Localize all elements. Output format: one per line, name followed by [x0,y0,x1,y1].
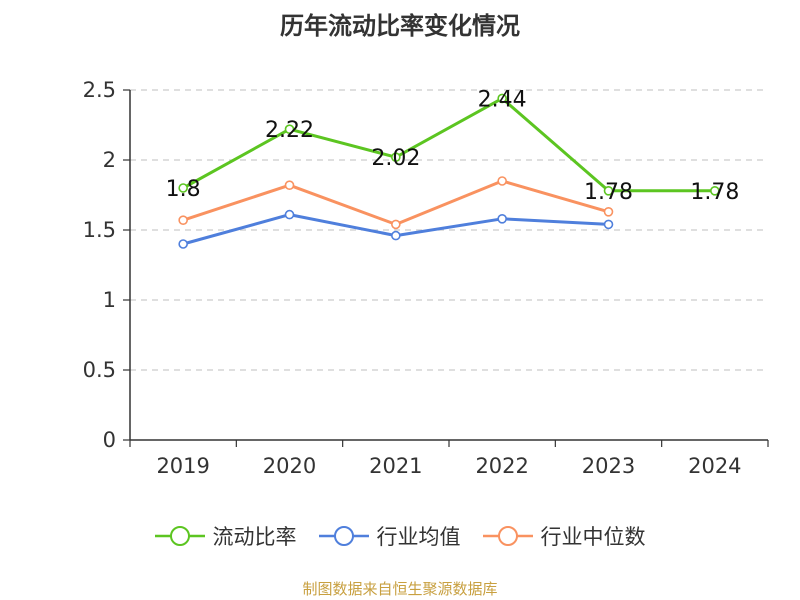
legend-swatch [318,526,369,546]
data-label: 2.02 [371,146,420,171]
series-layer [178,93,720,249]
legend-swatch-marker [169,526,190,546]
data-point [178,239,188,249]
data-point [497,93,507,104]
source-note: 制图数据来自恒生聚源数据库 [302,580,498,598]
data-point [284,180,295,190]
legend-swatch-marker [497,526,518,546]
legend-label: 流动比率 [212,525,297,549]
series-line-2 [182,179,609,226]
legend-label: 行业均值 [376,525,461,549]
grid-layer [130,89,768,371]
x-tick-label: 2021 [369,454,422,478]
data-point [710,186,720,196]
legend-item[interactable]: 行业中位数 [482,521,646,551]
data-point [603,207,614,217]
legend-label: 行业中位数 [540,525,646,549]
legend-swatch-marker [333,526,354,546]
axis-layer: 0 0.5 1 1.5 2 2.5 2019 2020 2021 2022 2023 2024 [83,78,769,478]
y-tick-label: 1.5 [83,218,116,242]
data-point [284,124,295,134]
y-tick-label: 2.5 [83,78,116,102]
data-point [178,215,188,225]
data-point [497,214,507,224]
legend: 流动比率 行业均值 行业中位数 [0,519,800,553]
data-label: 2.22 [265,118,314,143]
data-point [497,176,507,186]
x-tick-label: 2023 [582,454,635,478]
legend-item[interactable]: 流动比率 [154,521,297,551]
data-point [178,183,188,193]
data-label: 1.78 [690,180,739,205]
x-tick-label: 2022 [475,454,528,478]
legend-swatch [154,526,205,546]
data-point [284,209,295,220]
y-tick-label: 1 [103,288,116,312]
data-point [603,186,614,196]
series-line-0 [182,96,715,193]
data-point [391,219,401,230]
y-tick-label: 0.5 [83,358,116,382]
data-point [391,152,401,162]
y-tick-label: 2 [103,148,116,172]
data-label-layer: 1.8 2.22 2.02 2.44 1.78 1.78 [166,87,740,204]
x-tick-label: 2019 [156,454,209,478]
x-tick-label: 2020 [263,454,316,478]
data-label: 2.44 [478,87,527,112]
chart-title: 历年流动比率变化情况 [280,12,520,40]
data-label: 1.8 [166,177,201,202]
data-point [603,219,614,230]
data-point [391,230,401,241]
y-tick-label: 0 [103,428,116,452]
data-label: 1.78 [584,180,633,205]
legend-swatch [482,526,533,546]
x-tick-label: 2024 [688,454,741,478]
legend-item[interactable]: 行业均值 [318,521,461,551]
